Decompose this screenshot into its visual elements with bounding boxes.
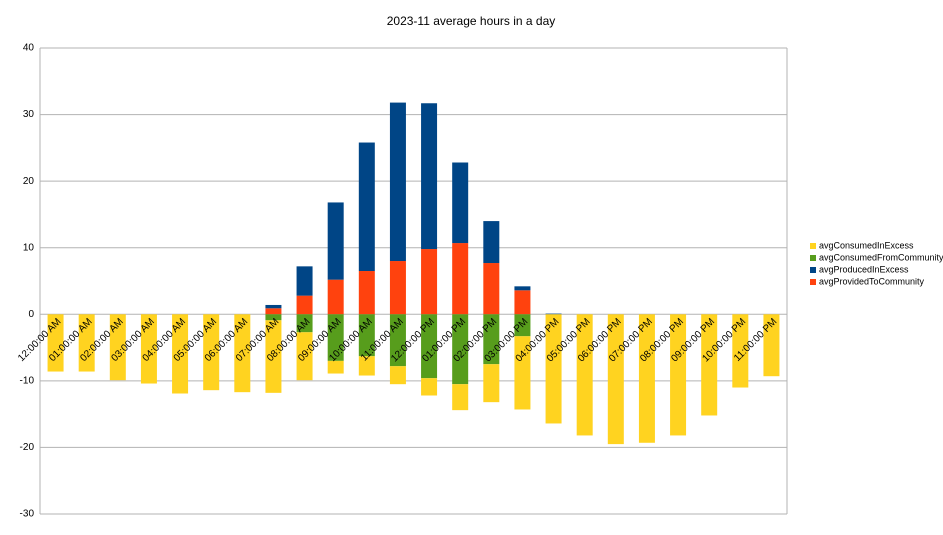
bar xyxy=(483,263,500,315)
bar xyxy=(47,314,64,372)
bar xyxy=(234,314,251,393)
bar xyxy=(483,314,500,365)
bar xyxy=(265,308,282,315)
legend-label: avgProducedInExcess xyxy=(819,264,909,274)
bar xyxy=(389,102,406,262)
y-tick-label: -20 xyxy=(20,442,35,453)
y-tick-label: 40 xyxy=(23,43,35,54)
bar xyxy=(421,103,438,250)
bar xyxy=(452,243,469,315)
bar xyxy=(265,304,282,309)
bar xyxy=(607,314,624,445)
y-tick-label: 30 xyxy=(23,109,35,120)
bar xyxy=(638,314,655,443)
bar xyxy=(265,314,282,321)
bar xyxy=(514,286,531,291)
bar xyxy=(358,142,375,272)
bar xyxy=(701,314,718,416)
bar xyxy=(452,162,469,244)
y-tick-label: 0 xyxy=(28,309,34,320)
bar xyxy=(327,202,344,280)
legend-label: avgProvidedToCommunity xyxy=(819,276,925,286)
bar xyxy=(358,271,375,315)
bar xyxy=(670,314,687,436)
bar xyxy=(296,295,313,315)
y-tick-label: -30 xyxy=(20,509,35,520)
legend-swatch xyxy=(810,243,816,249)
bar xyxy=(78,314,95,372)
bar xyxy=(296,332,313,381)
bar xyxy=(514,314,531,337)
bar xyxy=(327,360,344,374)
bar xyxy=(545,313,562,315)
bar xyxy=(358,314,375,357)
bar xyxy=(545,314,562,424)
bar xyxy=(389,314,406,367)
legend-label: avgConsumedInExcess xyxy=(819,240,914,250)
bar xyxy=(421,249,438,315)
bar xyxy=(452,384,469,411)
bar xyxy=(732,314,749,388)
legend-swatch xyxy=(810,279,816,285)
bar xyxy=(421,314,438,379)
bar xyxy=(763,314,780,377)
y-tick-label: 10 xyxy=(23,242,35,253)
legend-label: avgConsumedFromCommunity xyxy=(819,252,943,262)
chart-title: 2023-11 average hours in a day xyxy=(387,14,556,28)
bar xyxy=(109,314,126,381)
bar xyxy=(421,378,438,396)
bar xyxy=(140,314,157,384)
bar xyxy=(452,314,469,385)
bar xyxy=(389,261,406,315)
bar xyxy=(327,279,344,315)
bar xyxy=(172,314,189,394)
bar xyxy=(514,336,531,410)
y-tick-label: -10 xyxy=(20,375,35,386)
bar xyxy=(576,314,593,436)
bar xyxy=(296,314,313,333)
bar xyxy=(483,364,500,403)
bar xyxy=(483,221,500,264)
bar xyxy=(265,320,282,393)
bar xyxy=(203,314,220,391)
bar xyxy=(389,366,406,385)
legend-swatch xyxy=(810,267,816,273)
bar xyxy=(358,356,375,376)
y-tick-label: 20 xyxy=(23,176,35,187)
bar xyxy=(327,314,344,361)
bar xyxy=(296,266,313,296)
bar xyxy=(514,290,531,315)
legend-swatch xyxy=(810,255,816,261)
